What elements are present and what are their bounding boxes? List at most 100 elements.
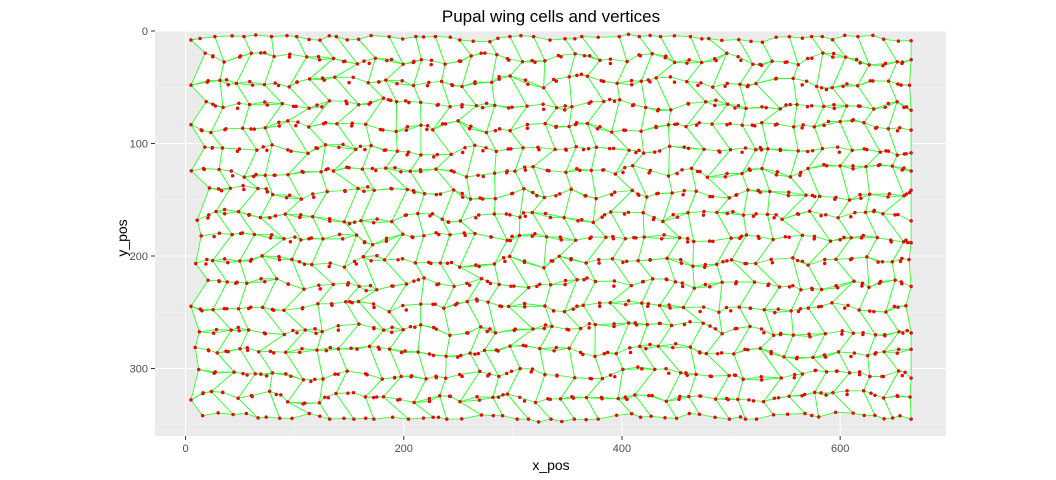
vertex-point	[434, 374, 438, 378]
vertex-point	[458, 219, 463, 223]
vertex-point	[849, 354, 853, 359]
vertex-point	[442, 306, 446, 310]
x-tick-label: 400	[613, 443, 631, 455]
vertex-point	[601, 168, 606, 172]
vertex-point	[474, 297, 479, 301]
vertex-point	[692, 286, 697, 290]
vertex-point	[467, 126, 472, 131]
vertex-point	[369, 143, 373, 148]
vertex-point	[669, 323, 674, 328]
vertex-point	[665, 256, 669, 261]
vertex-point	[740, 150, 744, 154]
vertex-point	[573, 52, 577, 56]
vertex-point	[610, 257, 615, 261]
vertex-point	[545, 168, 549, 173]
vertex-point	[729, 236, 733, 240]
vertex-point	[738, 415, 743, 419]
vertex-point	[584, 417, 588, 422]
vertex-point	[641, 210, 645, 215]
vertex-point	[701, 321, 705, 325]
vertex-point	[896, 39, 901, 43]
vertex-point	[440, 217, 445, 221]
vertex-point	[668, 75, 673, 79]
vertex-point	[323, 143, 328, 147]
vertex-point	[230, 232, 234, 237]
vertex-point	[460, 102, 464, 107]
vertex-point	[401, 232, 405, 236]
vertex-point	[725, 102, 730, 106]
vertex-point	[697, 121, 701, 125]
vertex-point	[855, 83, 860, 88]
vertex-point	[573, 37, 577, 41]
vertex-point	[900, 256, 904, 261]
vertex-point	[828, 239, 833, 243]
vertex-point	[582, 53, 587, 58]
vertex-point	[205, 257, 209, 262]
vertex-point	[340, 237, 345, 241]
vertex-point	[277, 258, 282, 262]
vertex-point	[238, 259, 242, 263]
vertex-point	[614, 351, 619, 356]
vertex-point	[546, 397, 550, 401]
vertex-point	[850, 256, 854, 261]
vertex-point	[873, 413, 877, 418]
vertex-point	[909, 240, 913, 245]
vertex-point	[210, 145, 215, 150]
vertex-point	[222, 60, 226, 64]
vertex-point	[901, 240, 906, 244]
vertex-point	[840, 329, 845, 333]
vertex-point	[702, 147, 706, 152]
vertex-point	[531, 327, 535, 331]
vertex-point	[728, 309, 733, 313]
vertex-point	[877, 281, 882, 285]
vertex-point	[488, 327, 492, 331]
vertex-point	[809, 104, 814, 108]
vertex-point	[623, 302, 628, 307]
vertex-point	[814, 84, 819, 89]
vertex-point	[587, 322, 592, 326]
vertex-point	[341, 142, 345, 147]
vertex-point	[327, 417, 332, 421]
vertex-point	[307, 37, 311, 42]
vertex-point	[621, 170, 625, 175]
vertex-point	[873, 393, 877, 398]
vertex-point	[473, 352, 477, 356]
vertex-point	[859, 236, 864, 240]
x-tick-label: 0	[182, 443, 188, 455]
vertex-point	[707, 36, 711, 41]
vertex-point	[648, 258, 652, 262]
vertex-point	[895, 129, 900, 133]
vertex-point	[206, 348, 211, 352]
vertex-point	[371, 220, 376, 225]
vertex-point	[896, 82, 900, 86]
vertex-point	[810, 286, 814, 291]
vertex-point	[242, 187, 246, 192]
vertex-point	[821, 104, 826, 109]
vertex-point	[569, 258, 573, 262]
vertex-point	[754, 417, 759, 421]
vertex-point	[691, 264, 695, 268]
vertex-point	[685, 79, 689, 84]
vertex-point	[323, 395, 327, 400]
vertex-point	[869, 391, 873, 395]
vertex-point	[689, 166, 694, 171]
vertex-point	[701, 213, 706, 217]
vertex-point	[435, 152, 440, 157]
vertex-point	[282, 308, 286, 313]
vertex-point	[282, 237, 286, 241]
vertex-point	[563, 104, 567, 108]
vertex-point	[497, 282, 501, 287]
vertex-point	[824, 87, 829, 92]
vertex-point	[847, 371, 852, 375]
vertex-point	[284, 372, 288, 376]
vertex-point	[883, 61, 888, 66]
vertex-point	[492, 262, 497, 266]
vertex-point	[854, 57, 859, 62]
vertex-point	[493, 128, 498, 133]
vertex-point	[443, 376, 448, 380]
vertex-point	[508, 128, 512, 133]
vertex-point	[288, 52, 292, 56]
vertex-point	[362, 59, 366, 63]
vertex-point	[893, 213, 897, 217]
